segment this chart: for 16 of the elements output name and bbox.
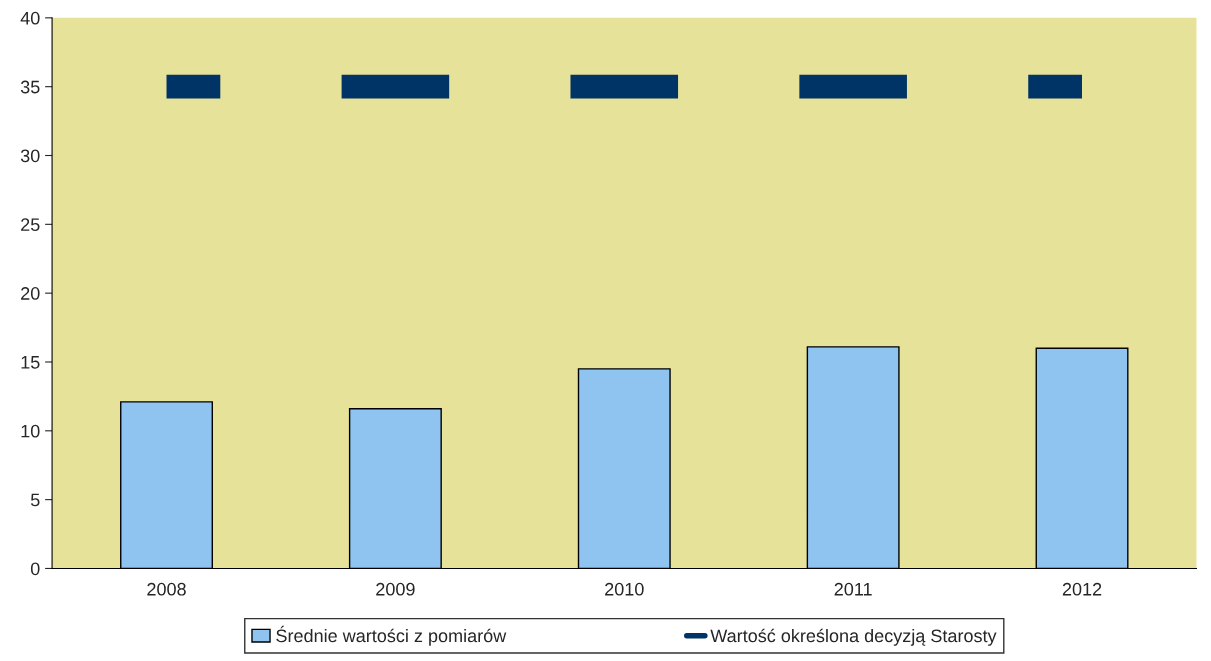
y-tick-label: 30 bbox=[20, 149, 40, 163]
y-tick-label: 40 bbox=[20, 11, 40, 25]
x-tick-label: 2012 bbox=[1062, 582, 1102, 596]
y-tick-label: 25 bbox=[21, 218, 40, 232]
x-tick-label: 2009 bbox=[376, 582, 415, 596]
x-tick-label: 2010 bbox=[605, 582, 644, 596]
y-tick-label: 5 bbox=[30, 493, 40, 507]
legend-label: Średnie wartości z pomiarów bbox=[276, 625, 507, 646]
x-tick-label: 2011 bbox=[834, 582, 872, 596]
x-tick-label: 2008 bbox=[147, 582, 186, 596]
y-tick-label: 0 bbox=[30, 562, 40, 576]
y-tick-label: 35 bbox=[20, 80, 40, 94]
y-tick-label: 20 bbox=[21, 287, 40, 300]
legend-label: Wartość określona decyzją Starosty bbox=[710, 628, 997, 646]
y-tick-label: 10 bbox=[21, 424, 40, 438]
y-tick-label: 15 bbox=[21, 356, 40, 369]
